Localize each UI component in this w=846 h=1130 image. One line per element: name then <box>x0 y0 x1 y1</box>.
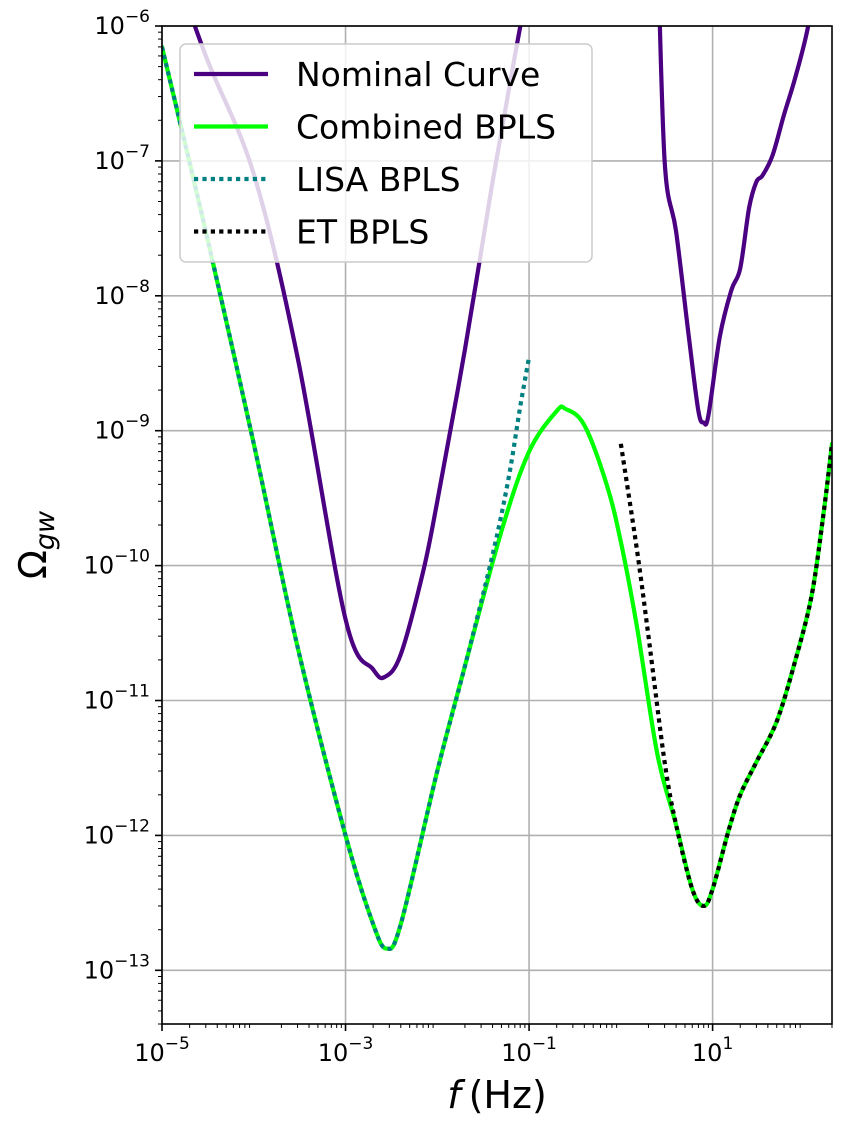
legend-box <box>179 43 593 263</box>
x-tick-label: 10−5 <box>134 1034 190 1067</box>
x-tick-label: 10−1 <box>501 1034 557 1067</box>
x-tick-label: 10−3 <box>318 1034 374 1067</box>
y-axis-label: Ωgw <box>11 510 61 579</box>
y-tick-label: 10−11 <box>84 682 150 715</box>
legend-label-et-bpls: ET BPLS <box>296 213 429 252</box>
y-tick-label: 10−6 <box>94 7 150 40</box>
series-line-et-bpls <box>618 443 832 909</box>
series-line-nominal-curve <box>657 26 811 427</box>
y-tick-label: 10−10 <box>84 547 150 580</box>
series-line-lisa-bpls <box>162 46 532 951</box>
x-axis-label: f (Hz) <box>447 1073 547 1117</box>
y-tick-label: 10−8 <box>94 277 150 310</box>
y-tick-label: 10−7 <box>94 142 150 175</box>
legend-label-combined-bpls: Combined BPLS <box>296 108 556 147</box>
legend-label-nominal-curve: Nominal Curve <box>296 55 540 94</box>
tick-labels: 10−5 10−3 10−1 101 10−13 10−12 10−11 10−10 10−9 1… <box>84 7 734 1067</box>
series-et-bpls <box>618 443 832 909</box>
series-lisa-bpls <box>162 46 532 951</box>
y-tick-label: 10−13 <box>84 951 150 984</box>
x-tick-label: 101 <box>692 1034 733 1067</box>
ticks <box>155 25 833 1031</box>
legend: Nominal Curve Combined BPLS LISA BPLS ET BP… <box>179 43 593 263</box>
y-tick-label: 10−9 <box>94 412 150 445</box>
legend-label-lisa-bpls: LISA BPLS <box>296 160 461 199</box>
y-tick-label: 10−12 <box>84 816 150 849</box>
